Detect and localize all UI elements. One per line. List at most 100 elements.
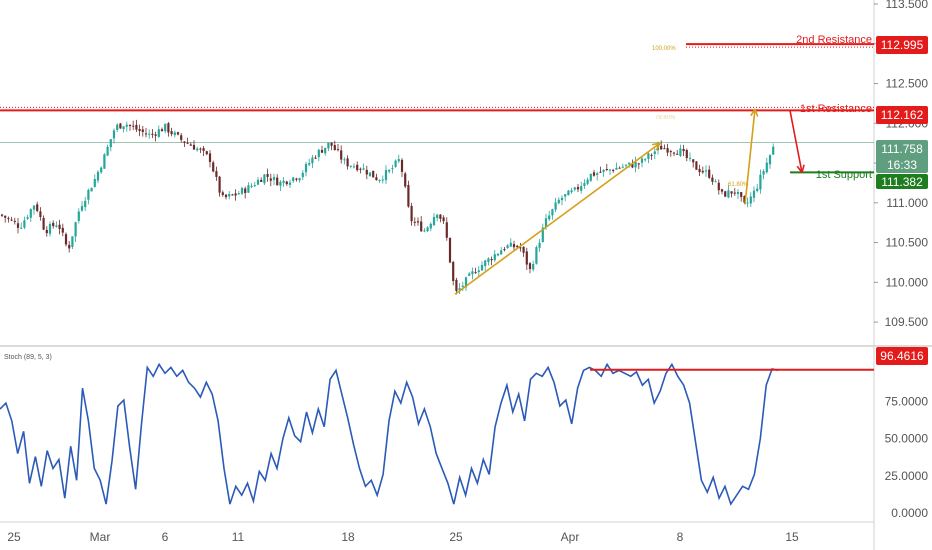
candle[interactable]: [176, 131, 180, 136]
candle[interactable]: [55, 221, 58, 228]
candle[interactable]: [250, 183, 253, 189]
candlestick-series[interactable]: [0, 119, 775, 295]
candle[interactable]: [410, 202, 413, 226]
candle[interactable]: [496, 253, 500, 257]
candle[interactable]: [634, 156, 637, 173]
candle[interactable]: [109, 139, 112, 152]
candle[interactable]: [749, 192, 752, 208]
candle[interactable]: [740, 191, 743, 202]
candle[interactable]: [26, 214, 29, 221]
candle[interactable]: [596, 171, 599, 181]
candle[interactable]: [698, 164, 701, 176]
candle[interactable]: [205, 150, 208, 156]
candle[interactable]: [570, 187, 573, 194]
candle[interactable]: [471, 267, 474, 280]
candle[interactable]: [733, 188, 736, 196]
candle[interactable]: [288, 179, 292, 188]
candle[interactable]: [727, 185, 730, 199]
candle[interactable]: [311, 155, 314, 169]
candle[interactable]: [10, 216, 13, 222]
candle[interactable]: [400, 158, 404, 178]
candle[interactable]: [644, 157, 647, 162]
candle[interactable]: [436, 214, 439, 222]
candle[interactable]: [103, 153, 106, 169]
candle[interactable]: [682, 144, 685, 157]
time-axis[interactable]: 25 Mar 6 11 18 25 Apr 8 15: [7, 530, 799, 544]
candle[interactable]: [154, 131, 157, 142]
candle[interactable]: [714, 179, 717, 183]
candle[interactable]: [352, 163, 356, 169]
candle[interactable]: [589, 173, 592, 182]
candle[interactable]: [340, 145, 343, 164]
candle[interactable]: [384, 165, 388, 184]
candle[interactable]: [160, 127, 164, 132]
candle[interactable]: [368, 172, 372, 178]
candle[interactable]: [90, 187, 93, 192]
candle[interactable]: [640, 156, 644, 168]
candle[interactable]: [199, 147, 202, 154]
candle[interactable]: [468, 272, 471, 277]
candle[interactable]: [762, 169, 765, 180]
candle[interactable]: [0, 213, 4, 218]
candle[interactable]: [704, 165, 708, 177]
candle[interactable]: [151, 128, 154, 138]
candle[interactable]: [74, 221, 77, 243]
candle[interactable]: [448, 237, 452, 264]
candle[interactable]: [93, 174, 96, 188]
candle[interactable]: [317, 148, 320, 162]
candle[interactable]: [381, 175, 384, 184]
candle[interactable]: [292, 176, 295, 184]
candle[interactable]: [135, 119, 138, 132]
candle[interactable]: [541, 223, 544, 243]
candle[interactable]: [720, 188, 724, 195]
candle[interactable]: [173, 130, 176, 138]
candle[interactable]: [660, 140, 663, 150]
candle[interactable]: [231, 193, 234, 196]
candle[interactable]: [295, 177, 298, 182]
candle[interactable]: [407, 180, 410, 208]
candle[interactable]: [772, 143, 775, 155]
candle[interactable]: [32, 205, 36, 215]
candle[interactable]: [765, 157, 768, 174]
candle[interactable]: [212, 160, 215, 173]
candle[interactable]: [701, 166, 704, 174]
candle[interactable]: [276, 174, 279, 186]
candle[interactable]: [365, 165, 368, 180]
candle[interactable]: [218, 175, 221, 197]
candle[interactable]: [100, 166, 103, 174]
candle[interactable]: [36, 201, 39, 213]
candle[interactable]: [263, 174, 266, 185]
candle[interactable]: [202, 146, 205, 157]
candle[interactable]: [240, 186, 244, 196]
candle[interactable]: [464, 276, 468, 291]
candle[interactable]: [730, 191, 733, 198]
candle[interactable]: [330, 142, 333, 151]
candle[interactable]: [474, 267, 477, 274]
candle[interactable]: [336, 143, 340, 152]
candle[interactable]: [621, 163, 624, 169]
candle[interactable]: [208, 150, 212, 168]
candle[interactable]: [13, 217, 16, 225]
candle[interactable]: [695, 160, 698, 170]
candle[interactable]: [45, 226, 48, 237]
candle[interactable]: [391, 164, 394, 174]
candle[interactable]: [343, 157, 346, 165]
candle[interactable]: [637, 162, 640, 169]
candle[interactable]: [58, 219, 61, 235]
stochastic-line[interactable]: [0, 362, 779, 506]
candle[interactable]: [42, 215, 45, 231]
candle[interactable]: [650, 153, 653, 160]
candle[interactable]: [138, 124, 141, 137]
candle[interactable]: [378, 179, 381, 183]
candle[interactable]: [167, 121, 170, 137]
candle[interactable]: [480, 261, 484, 271]
candle[interactable]: [362, 163, 365, 171]
candle[interactable]: [442, 215, 445, 224]
candle[interactable]: [23, 216, 26, 230]
candle[interactable]: [605, 163, 608, 172]
candle[interactable]: [157, 125, 160, 138]
candle[interactable]: [84, 196, 87, 212]
candle[interactable]: [592, 169, 596, 177]
candle[interactable]: [48, 221, 52, 237]
candle[interactable]: [304, 161, 308, 177]
